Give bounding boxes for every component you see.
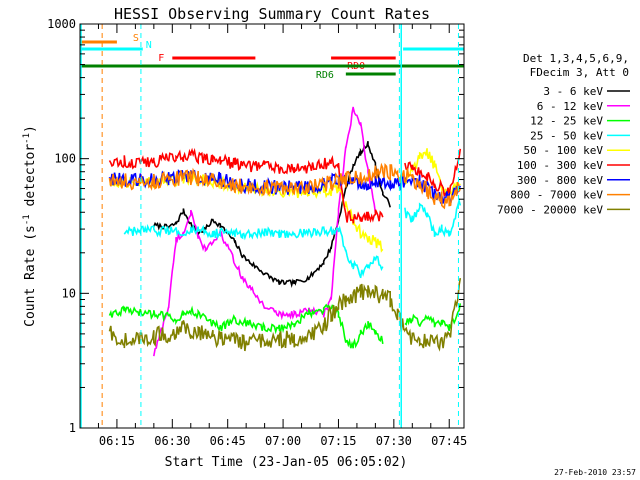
legend-label-5: 100 - 300 keV	[517, 159, 603, 172]
y-tick-label: 10	[62, 286, 76, 300]
y-tick-label: 100	[54, 152, 76, 166]
time-markers	[80, 24, 459, 428]
x-tick-label: 06:45	[210, 434, 246, 448]
series-group	[108, 106, 462, 357]
x-tick-label: 07:15	[320, 434, 356, 448]
y-tick-label: 1	[69, 421, 76, 435]
legend-label-6: 300 - 800 keV	[517, 174, 603, 187]
footer-timestamp: 27-Feb-2010 23:57	[554, 468, 636, 477]
flag-label: RD6	[316, 70, 334, 81]
plot-frame	[79, 23, 465, 429]
x-tick-label: 07:30	[376, 434, 412, 448]
legend-label-1: 6 - 12 keV	[537, 100, 604, 113]
x-axis-ticks: 06:15 06:30 06:45 07:00 07:15 07:30 07:45	[97, 24, 467, 448]
x-axis-label: Start Time (23-Jan-05 06:05:02)	[165, 455, 408, 470]
x-tick-label: 06:30	[154, 434, 190, 448]
series-line-1	[153, 106, 377, 357]
x-tick-label: 07:00	[265, 434, 301, 448]
legend-label-8: 7000 - 20000 keV	[497, 203, 603, 216]
flag-label: S	[133, 33, 139, 44]
x-tick-label: 07:45	[431, 434, 467, 448]
y-axis-label: Count Rate (s-1 detector-1)	[22, 125, 38, 327]
series-line-3	[123, 197, 462, 279]
y-axis-ticks: 1 10 100 1000	[47, 17, 464, 435]
series-line-5	[108, 147, 462, 224]
legend-header-decimation: FDecim 3, Att 0	[530, 66, 629, 79]
series-line-8	[108, 277, 462, 352]
legend-label-3: 25 - 50 keV	[530, 129, 603, 142]
y-tick-label: 1000	[47, 17, 76, 31]
legend-label-2: 12 - 25 keV	[530, 115, 603, 128]
x-tick-label: 06:15	[99, 434, 135, 448]
legend-label-4: 50 - 100 keV	[524, 144, 604, 157]
legend-label-7: 800 - 7000 keV	[510, 189, 603, 202]
legend: Det 1,3,4,5,6,9, FDecim 3, Att 0 3 - 6 k…	[497, 52, 630, 216]
flag-label: N	[146, 40, 152, 51]
chart-title: HESSI Observing Summary Count Rates	[114, 5, 430, 23]
legend-label-0: 3 - 6 keV	[543, 85, 603, 98]
series-line-2	[108, 303, 462, 349]
series-line-7	[108, 162, 462, 210]
legend-header-detectors: Det 1,3,4,5,6,9,	[523, 52, 629, 65]
flag-label: F	[158, 53, 164, 64]
observing-flags: SNFRD0RD6	[80, 33, 464, 81]
